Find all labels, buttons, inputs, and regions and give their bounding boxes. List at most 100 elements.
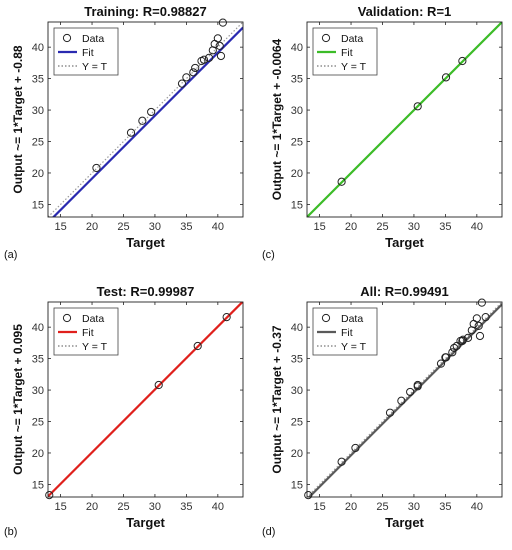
- data-point: [413, 102, 422, 111]
- chart-title: Training: R=0.98827: [84, 4, 206, 19]
- data-point: [448, 348, 457, 357]
- data-point: [351, 443, 360, 453]
- axes-box: [47, 301, 244, 498]
- legend-data-marker: [62, 313, 72, 323]
- data-point: [147, 107, 156, 117]
- y-tick-label: 40: [32, 42, 44, 54]
- y-tick-label: 20: [32, 448, 44, 460]
- legend-entry-identity: Y = T: [341, 341, 367, 353]
- x-tick-label: 15: [54, 501, 66, 513]
- data-point: [126, 128, 136, 137]
- y-tick-label: 30: [32, 105, 44, 117]
- y-tick-label: 20: [291, 168, 303, 180]
- axes-box: [306, 21, 503, 218]
- data-point: [397, 396, 406, 405]
- x-tick-label: 35: [439, 501, 451, 513]
- data-point: [477, 298, 486, 307]
- x-tick-label: 30: [149, 221, 161, 233]
- panel-label: (a): [4, 249, 17, 261]
- legend-entry-data: Data: [82, 33, 104, 45]
- y-tick-label: 35: [291, 74, 303, 86]
- x-tick-label: 40: [212, 501, 224, 513]
- data-point: [199, 55, 209, 64]
- y-tick-label: 15: [32, 479, 44, 491]
- x-axis-label: Target: [126, 515, 165, 530]
- legend-entry-data: Data: [82, 313, 104, 325]
- data-point: [463, 333, 473, 342]
- legend: Data Fit Y = T: [53, 27, 119, 76]
- y-tick-label: 30: [32, 385, 44, 397]
- x-tick-label: 40: [471, 501, 483, 513]
- chart-panel-0: 15 20 25 30 35 40 15 20 25 30 35 40 Training: R=0.98…: [11, 4, 244, 250]
- y-tick-label: 40: [32, 322, 44, 334]
- data-point: [182, 73, 191, 82]
- x-tick-label: 25: [117, 221, 129, 233]
- chart-panel-1: 15 20 25 30 35 40 15 20 25 30 35 40 Validation: R=1 T…: [270, 4, 503, 250]
- data-point: [436, 359, 446, 368]
- chart-title: All: R=0.99491: [360, 284, 449, 299]
- legend-data-marker: [321, 313, 331, 323]
- data-point: [193, 341, 202, 351]
- legend: Data Fit Y = T: [312, 307, 378, 356]
- legend-data-marker: [321, 33, 331, 43]
- legend-entry-fit: Fit: [341, 327, 353, 339]
- data-point: [216, 51, 226, 61]
- chart-title: Test: R=0.99987: [97, 284, 195, 299]
- y-tick-label: 25: [291, 417, 303, 429]
- x-axis-label: Target: [126, 235, 165, 250]
- panel-label: (b): [4, 526, 17, 538]
- x-tick-label: 35: [180, 501, 192, 513]
- axes-box: [47, 21, 244, 218]
- data-point: [337, 457, 346, 466]
- data-point: [92, 163, 101, 173]
- data-point: [189, 68, 198, 77]
- data-point: [385, 408, 395, 417]
- legend: Data Fit Y = T: [312, 27, 378, 76]
- data-point: [413, 380, 422, 390]
- x-tick-label: 30: [408, 221, 420, 233]
- x-tick-label: 30: [149, 501, 161, 513]
- data-point: [191, 63, 200, 73]
- data-point: [138, 116, 147, 125]
- data-point: [215, 41, 224, 51]
- legend-entry-data: Data: [341, 313, 363, 325]
- x-axis-label: Target: [385, 515, 424, 530]
- y-axis-label: Output ~= 1*Target + -0.37: [270, 325, 284, 473]
- data-point: [472, 314, 481, 323]
- x-tick-label: 15: [313, 221, 325, 233]
- axes-box: [306, 301, 503, 498]
- y-tick-label: 40: [291, 42, 303, 54]
- data-point: [304, 491, 313, 500]
- x-tick-label: 15: [313, 501, 325, 513]
- data-point: [204, 53, 214, 62]
- legend: Data Fit Y = T: [53, 307, 119, 356]
- chart-panel-3: 15 20 25 30 35 40 15 20 25 30 35 40 All: R=0.99491 Ta…: [270, 284, 503, 530]
- x-tick-label: 30: [408, 501, 420, 513]
- data-point: [177, 79, 187, 88]
- y-tick-label: 25: [291, 137, 303, 149]
- x-tick-label: 35: [439, 221, 451, 233]
- fit-line: [51, 26, 243, 217]
- x-tick-label: 25: [376, 221, 388, 233]
- y-tick-label: 20: [32, 168, 44, 180]
- x-tick-label: 35: [180, 221, 192, 233]
- panel-label: (c): [262, 249, 275, 261]
- legend-entry-identity: Y = T: [82, 341, 108, 353]
- chart-title: Validation: R=1: [358, 4, 452, 19]
- x-tick-label: 25: [376, 501, 388, 513]
- data-point: [475, 331, 485, 341]
- legend-entry-fit: Fit: [82, 327, 94, 339]
- x-tick-label: 20: [86, 501, 98, 513]
- legend-entry-data: Data: [341, 33, 363, 45]
- data-point: [458, 335, 468, 344]
- x-tick-label: 25: [117, 501, 129, 513]
- y-tick-label: 15: [291, 199, 303, 211]
- data-point: [218, 18, 227, 27]
- y-axis-label: Output ~= 1*Target + -0.0064: [270, 38, 284, 200]
- panel-label: (d): [262, 526, 275, 538]
- legend-entry-identity: Y = T: [82, 61, 108, 73]
- y-tick-label: 30: [291, 385, 303, 397]
- y-tick-label: 15: [32, 199, 44, 211]
- data-point: [474, 321, 483, 331]
